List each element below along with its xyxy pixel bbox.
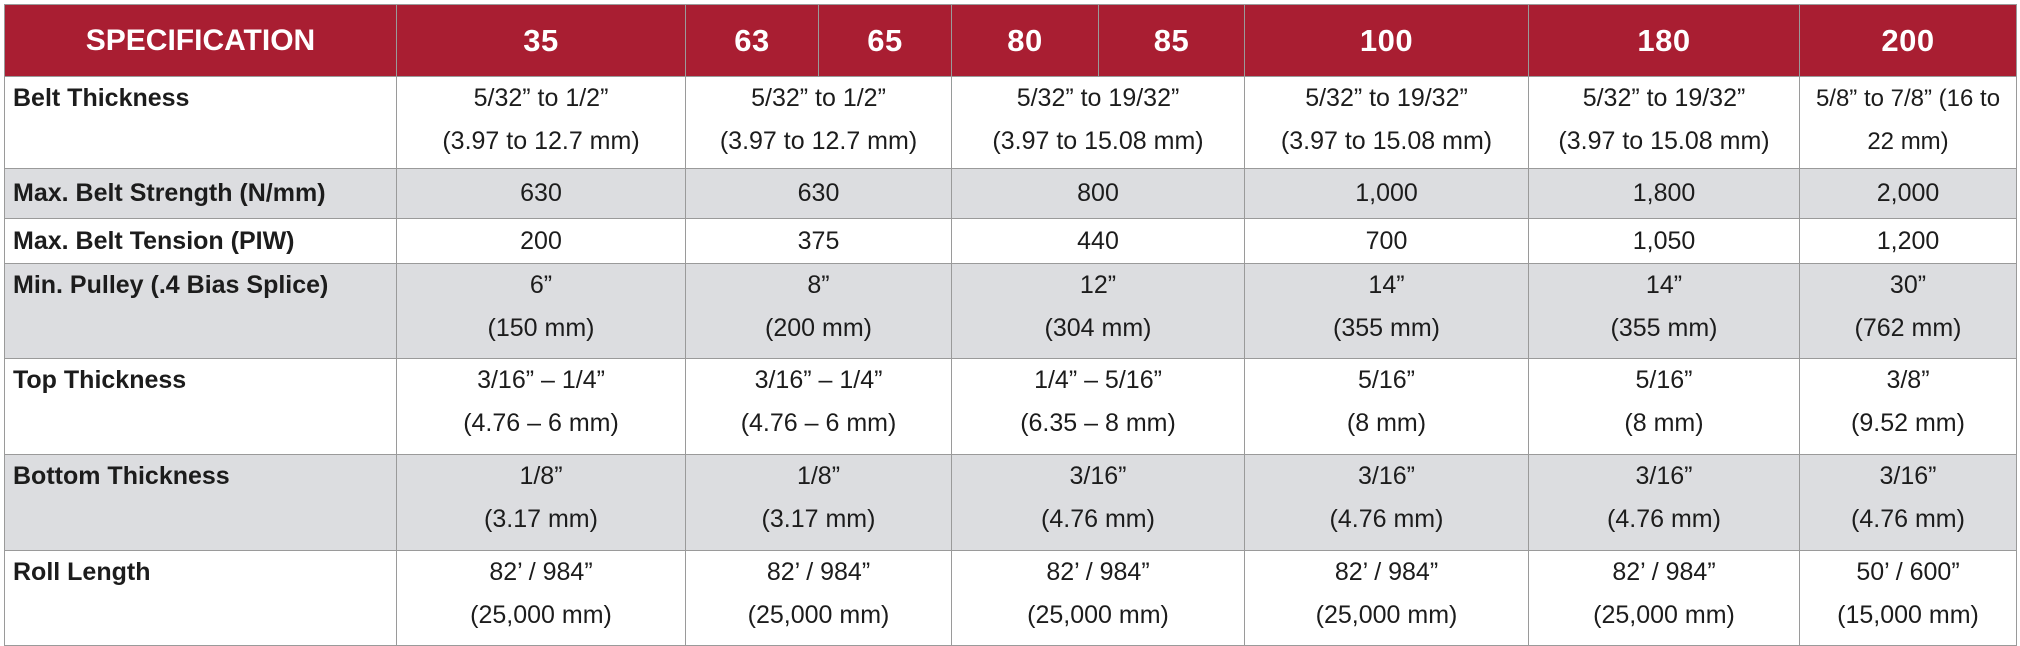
table-cell: 1/8” (3.17 mm) <box>396 454 686 551</box>
table-row-bottom-thickness: Bottom Thickness 1/8” (3.17 mm) 1/8” (3.… <box>4 454 2017 551</box>
table-cell: 1,800 <box>1528 168 1800 219</box>
table-cell: 82’ / 984” (25,000 mm) <box>1528 550 1800 646</box>
table-cell: 30” (762 mm) <box>1799 263 2017 359</box>
table-cell: 5/16” (8 mm) <box>1528 358 1800 455</box>
table-cell: 1/4” – 5/16” (6.35 – 8 mm) <box>951 358 1245 455</box>
table-row-belt-thickness: Belt Thickness 5/32” to 1/2” (3.97 to 12… <box>4 76 2017 169</box>
table-cell: 2,000 <box>1799 168 2017 219</box>
specification-table: SPECIFICATION 35 63 65 80 85 100 180 200… <box>4 4 2017 646</box>
table-cell: 82’ / 984” (25,000 mm) <box>396 550 686 646</box>
header-65: 65 <box>818 4 952 77</box>
table-cell: 5/32” to 1/2” (3.97 to 12.7 mm) <box>396 76 686 169</box>
row-label: Belt Thickness <box>4 76 397 169</box>
table-row-max-belt-strength: Max. Belt Strength (N/mm) 630 630 800 1,… <box>4 168 2017 219</box>
table-cell: 14” (355 mm) <box>1244 263 1529 359</box>
table-cell: 1,200 <box>1799 218 2017 264</box>
header-85: 85 <box>1098 4 1245 77</box>
table-cell: 630 <box>685 168 952 219</box>
row-label: Min. Pulley (.4 Bias Splice) <box>4 263 397 359</box>
table-cell: 1,000 <box>1244 168 1529 219</box>
table-cell: 82’ / 984” (25,000 mm) <box>1244 550 1529 646</box>
row-label: Max. Belt Tension (PIW) <box>4 218 397 264</box>
table-cell: 8” (200 mm) <box>685 263 952 359</box>
header-100: 100 <box>1244 4 1529 77</box>
table-cell: 3/16” (4.76 mm) <box>1244 454 1529 551</box>
header-35: 35 <box>396 4 686 77</box>
table-row-min-pulley: Min. Pulley (.4 Bias Splice) 6” (150 mm)… <box>4 263 2017 359</box>
table-cell: 5/32” to 19/32” (3.97 to 15.08 mm) <box>1528 76 1800 169</box>
table-cell: 3/16” – 1/4” (4.76 – 6 mm) <box>396 358 686 455</box>
header-80: 80 <box>951 4 1099 77</box>
table-cell: 6” (150 mm) <box>396 263 686 359</box>
table-cell: 630 <box>396 168 686 219</box>
table-cell: 3/8” (9.52 mm) <box>1799 358 2017 455</box>
row-label: Max. Belt Strength (N/mm) <box>4 168 397 219</box>
table-cell: 1/8” (3.17 mm) <box>685 454 952 551</box>
table-cell: 800 <box>951 168 1245 219</box>
table-cell: 5/16” (8 mm) <box>1244 358 1529 455</box>
table-cell: 1,050 <box>1528 218 1800 264</box>
header-row: SPECIFICATION 35 63 65 80 85 100 180 200 <box>4 4 2017 77</box>
table-cell: 700 <box>1244 218 1529 264</box>
table-row-top-thickness: Top Thickness 3/16” – 1/4” (4.76 – 6 mm)… <box>4 358 2017 455</box>
table-cell: 3/16” – 1/4” (4.76 – 6 mm) <box>685 358 952 455</box>
table-cell: 82’ / 984” (25,000 mm) <box>951 550 1245 646</box>
table-cell: 200 <box>396 218 686 264</box>
table-cell: 375 <box>685 218 952 264</box>
header-specification: SPECIFICATION <box>4 4 397 77</box>
header-63: 63 <box>685 4 819 77</box>
row-label: Top Thickness <box>4 358 397 455</box>
table-cell: 3/16” (4.76 mm) <box>1799 454 2017 551</box>
header-180: 180 <box>1528 4 1800 77</box>
row-label: Bottom Thickness <box>4 454 397 551</box>
header-200: 200 <box>1799 4 2017 77</box>
table-row-max-belt-tension: Max. Belt Tension (PIW) 200 375 440 700 … <box>4 218 2017 264</box>
table-cell: 5/32” to 19/32” (3.97 to 15.08 mm) <box>951 76 1245 169</box>
row-label: Roll Length <box>4 550 397 646</box>
table-cell: 5/8” to 7/8” (16 to 22 mm) <box>1799 76 2017 169</box>
table-cell: 12” (304 mm) <box>951 263 1245 359</box>
table-cell: 3/16” (4.76 mm) <box>951 454 1245 551</box>
table-cell: 5/32” to 19/32” (3.97 to 15.08 mm) <box>1244 76 1529 169</box>
table-cell: 82’ / 984” (25,000 mm) <box>685 550 952 646</box>
table-cell: 14” (355 mm) <box>1528 263 1800 359</box>
table-row-roll-length: Roll Length 82’ / 984” (25,000 mm) 82’ /… <box>4 550 2017 646</box>
table-cell: 50’ / 600” (15,000 mm) <box>1799 550 2017 646</box>
table-cell: 5/32” to 1/2” (3.97 to 12.7 mm) <box>685 76 952 169</box>
table-cell: 3/16” (4.76 mm) <box>1528 454 1800 551</box>
table-cell: 440 <box>951 218 1245 264</box>
